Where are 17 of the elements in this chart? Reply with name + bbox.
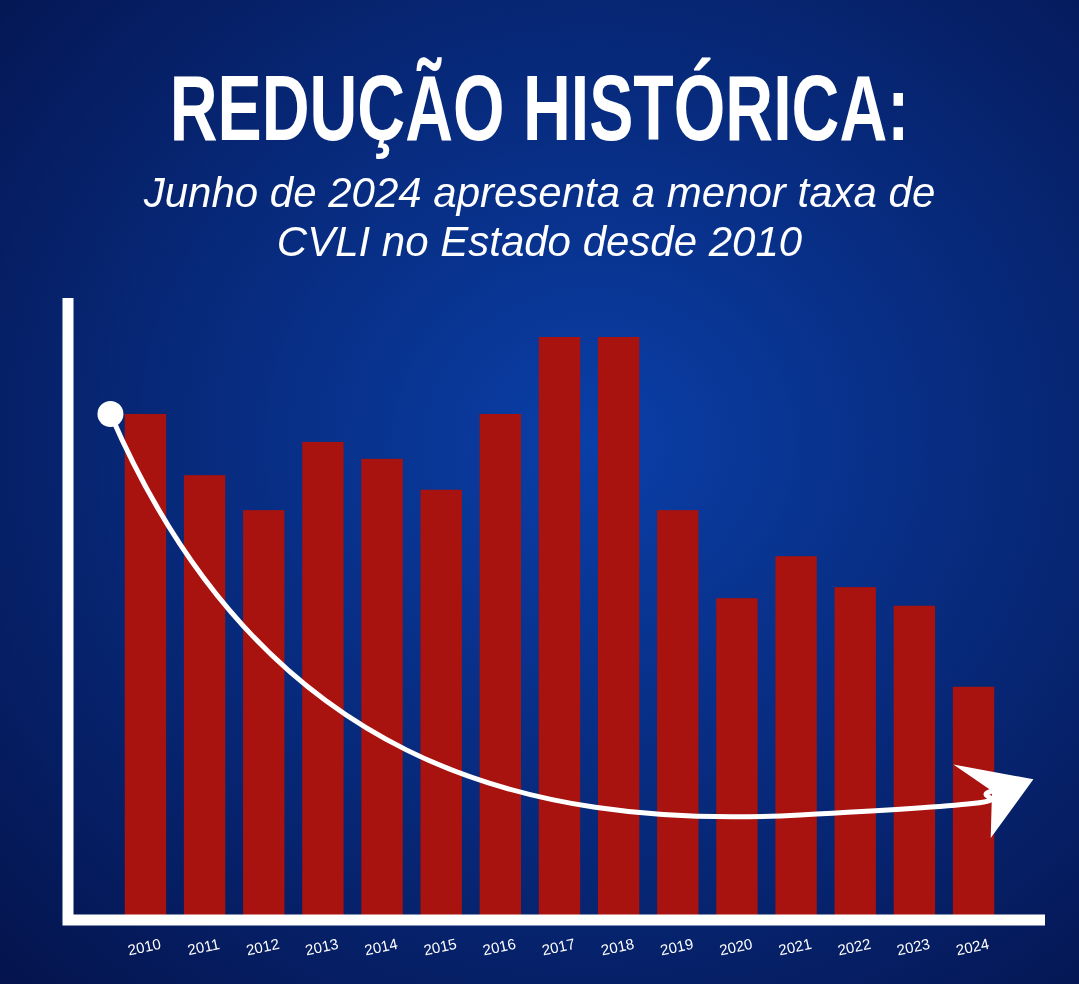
- chart-subtitle: Junho de 2024 apresenta a menor taxa de CVLI no Estado desde 2010: [142, 169, 936, 265]
- x-tick-label: 2019: [658, 934, 695, 959]
- x-tick-label: 2020: [717, 934, 754, 959]
- x-tick-label: 2022: [836, 934, 873, 959]
- x-tick-label: 2024: [954, 934, 991, 959]
- x-tick-label: 2017: [540, 934, 577, 959]
- x-tick-label: 2013: [303, 934, 340, 959]
- x-tick-label: 2014: [362, 934, 399, 959]
- x-tick-label: 2011: [185, 934, 221, 959]
- chart-title: REDUÇÃO HISTÓRICA:: [169, 56, 910, 160]
- x-tick-label: 2012: [244, 934, 281, 959]
- x-tick-label: 2021: [776, 934, 814, 959]
- x-tick-label: 2023: [895, 934, 932, 959]
- x-tick-label: 2015: [421, 934, 459, 959]
- x-tick-label: 2010: [126, 934, 163, 959]
- x-tick-label: 2018: [599, 934, 636, 959]
- x-tick-label: 2016: [481, 934, 518, 959]
